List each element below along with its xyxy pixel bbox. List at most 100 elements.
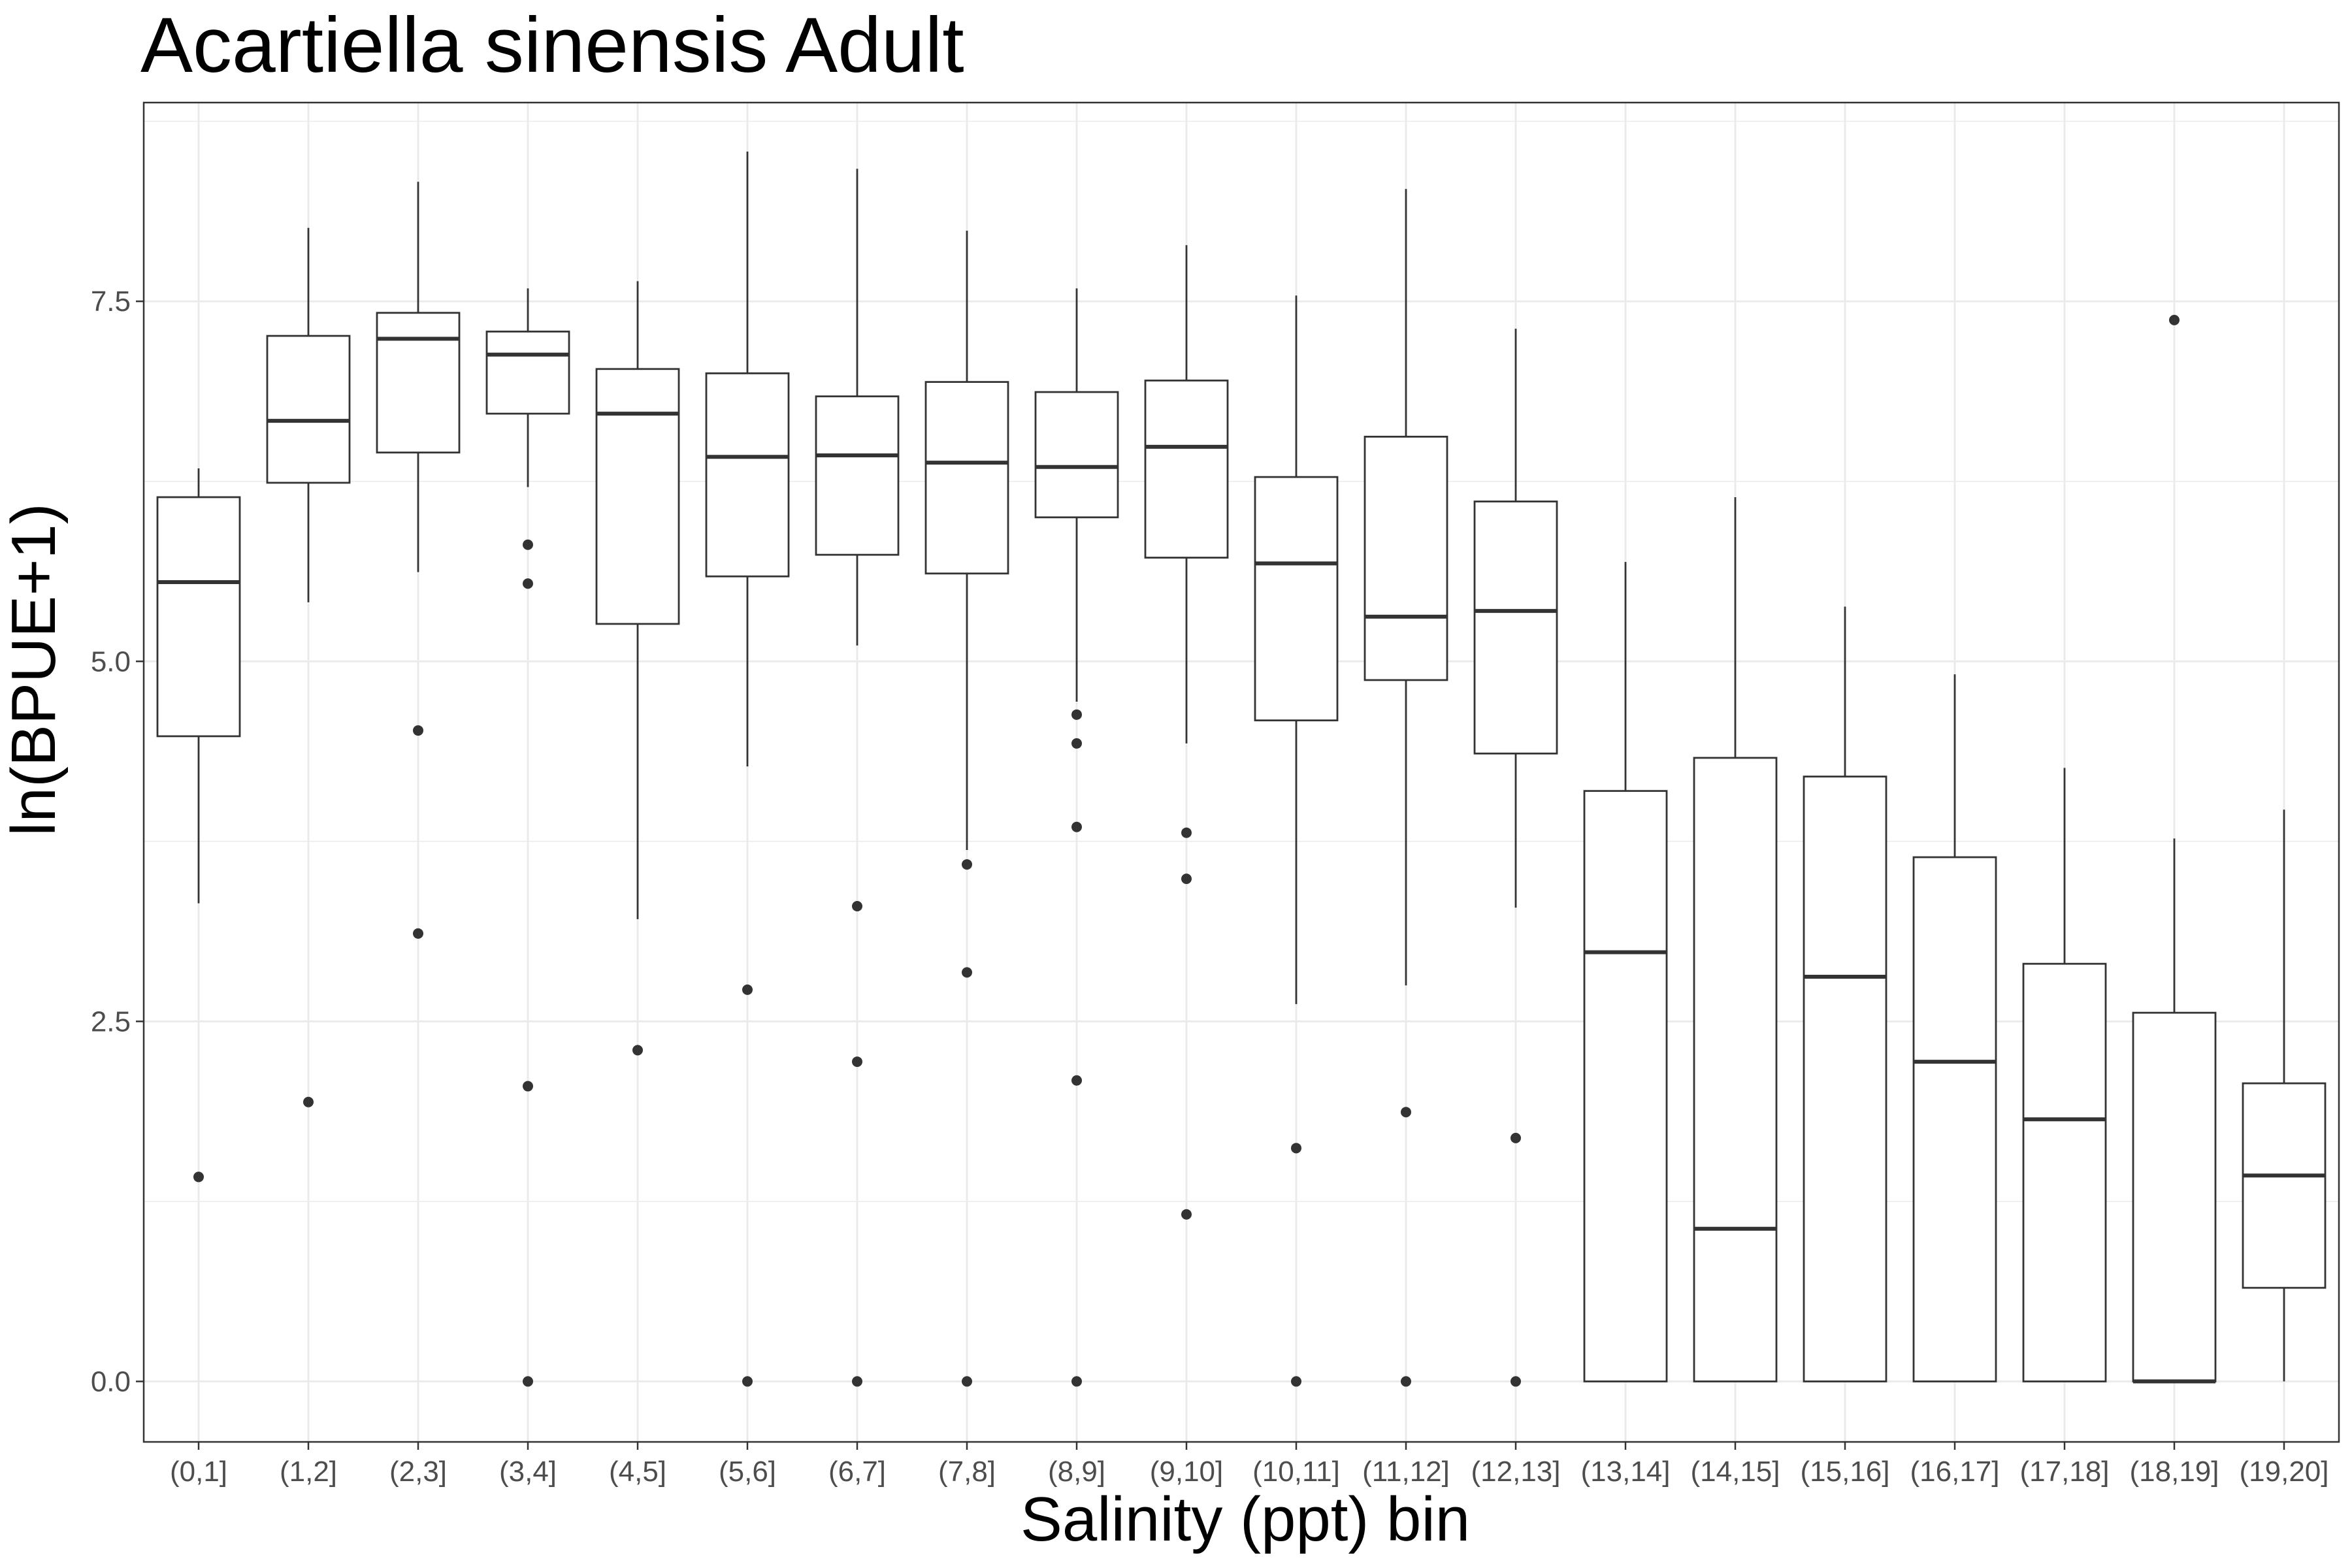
box-iqr [1034,391,1119,519]
box-iqr [266,335,351,484]
outlier-point [1071,1075,1082,1086]
box-iqr [1803,776,1887,1382]
box-iqr [485,331,570,415]
box-iqr [2132,1011,2217,1382]
outlier-point [742,984,753,995]
outlier-point [632,1045,643,1056]
box-(11,12] [1364,189,1448,1387]
x-tick-label: (14,15] [1691,1456,1780,1488]
outlier-point [303,1096,314,1107]
x-axis-title: Salinity (ppt) bin [1021,1484,1470,1554]
box-(16,17] [1912,674,1997,1382]
outlier-point [413,725,423,736]
box-(12,13] [1473,329,1558,1387]
outlier-point [1291,1376,1301,1387]
outlier-point [1511,1132,1521,1143]
box-(18,19] [2132,314,2217,1384]
box-(6,7] [815,169,900,1387]
box-(10,11] [1254,295,1339,1387]
x-tick-label: (12,13] [1471,1456,1561,1488]
box-iqr [2022,962,2107,1382]
box-iqr [1254,476,1339,722]
box-iqr [1693,757,1778,1382]
outlier-point [742,1376,753,1387]
x-tick-label: (6,7] [828,1456,886,1488]
outlier-point [1071,821,1082,832]
y-axis: 0.0 2.5 5.0 7.5 [91,286,144,1397]
y-tick-label: 0.0 [91,1365,131,1397]
outlier-point [852,1056,862,1068]
outlier-point [1401,1376,1411,1387]
x-axis: (0,1] (1,2] (2,3] (3,4] (4,5] (5,6] (6,7] (7,8]… [170,1442,2329,1488]
box-iqr [924,381,1009,575]
x-tick-label: (1,2] [280,1456,337,1488]
outlier-point [962,967,972,978]
outlier-point [1071,738,1082,749]
box-iqr [376,312,461,454]
outlier-point [1071,709,1082,720]
y-tick-label: 2.5 [91,1005,131,1037]
box-iqr [815,395,900,556]
box-(8,9] [1034,288,1119,1387]
x-tick-label: (19,20] [2240,1456,2329,1488]
outlier-point [962,859,972,870]
box-iqr [1473,500,1558,755]
chart-title: Acartiella sinensis Adult [140,1,964,89]
x-tick-label: (17,18] [2020,1456,2110,1488]
outlier-point [1511,1376,1521,1387]
box-(14,15] [1693,497,1778,1382]
x-tick-label: (3,4] [499,1456,557,1488]
outlier-point [852,1376,862,1387]
outlier-point [1181,874,1192,885]
outlier-point [962,1376,972,1387]
x-tick-label: (4,5] [609,1456,666,1488]
outlier-point [2169,314,2180,325]
x-tick-label: (2,3] [389,1456,447,1488]
x-tick-label: (16,17] [1910,1456,2000,1488]
outlier-point [1181,827,1192,838]
box-(0,1] [156,468,241,1183]
x-tick-label: (7,8] [938,1456,996,1488]
outlier-point [523,578,533,589]
outlier-point [852,901,862,911]
box-(4,5] [595,281,680,1056]
box-(1,2] [266,227,351,1107]
x-tick-label: (5,6] [719,1456,776,1488]
box-(2,3] [376,182,461,939]
outlier-point [1291,1143,1301,1154]
x-tick-label: (8,9] [1048,1456,1105,1488]
box-series [156,151,2327,1387]
box-(5,6] [705,151,790,1387]
box-(3,4] [485,288,570,1387]
outlier-point [523,539,533,550]
x-tick-label: (10,11] [1252,1456,1340,1488]
outlier-point [523,1376,533,1387]
box-iqr [1144,380,1229,559]
box-(13,14] [1583,562,1668,1382]
x-tick-label: (9,10] [1150,1456,1224,1488]
box-iqr [1364,435,1448,681]
box-iqr [1583,790,1668,1382]
box-(17,18] [2022,768,2107,1382]
x-tick-label: (13,14] [1581,1456,1671,1488]
box-iqr [705,372,790,578]
outlier-point [1181,1209,1192,1220]
box-iqr [2242,1082,2327,1289]
box-(19,20] [2242,809,2327,1382]
box-iqr [1912,856,1997,1382]
panel-border [142,101,2340,1443]
x-tick-label: (0,1] [170,1456,227,1488]
outlier-point [523,1081,533,1092]
outlier-point [1401,1107,1411,1118]
x-tick-label: (15,16] [1801,1456,1890,1488]
outlier-point [1071,1376,1082,1387]
y-tick-label: 7.5 [91,286,131,318]
box-iqr [595,368,680,625]
y-axis-title: ln(BPUE+1) [0,503,69,836]
box-(15,16] [1803,606,1887,1382]
box-(7,8] [924,231,1009,1387]
box-(9,10] [1144,245,1229,1220]
x-tick-label: (18,19] [2130,1456,2219,1488]
